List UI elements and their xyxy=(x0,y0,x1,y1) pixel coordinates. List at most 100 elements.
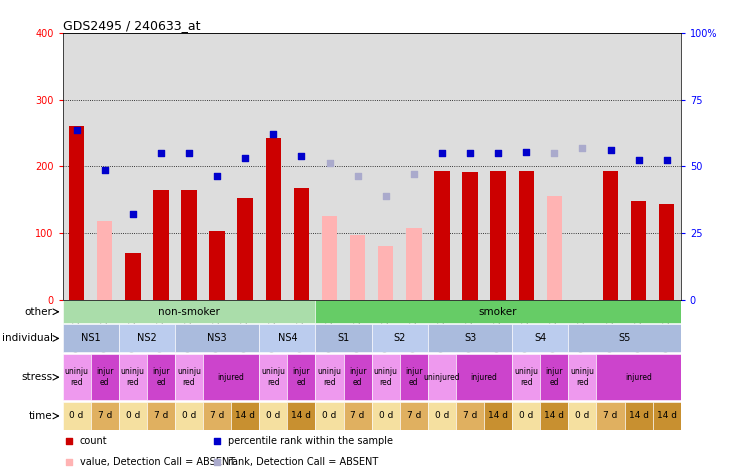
Bar xyxy=(434,171,450,300)
Bar xyxy=(118,325,175,352)
Point xyxy=(99,166,110,173)
Text: NS3: NS3 xyxy=(208,333,227,344)
Bar xyxy=(428,325,512,352)
Text: NS1: NS1 xyxy=(81,333,101,344)
Bar xyxy=(603,171,618,300)
Bar xyxy=(568,325,681,352)
Bar xyxy=(659,204,674,300)
Bar xyxy=(175,325,259,352)
Bar xyxy=(153,190,169,300)
Bar xyxy=(372,354,400,401)
Bar xyxy=(316,354,344,401)
Text: uninju
red: uninju red xyxy=(317,367,342,387)
Text: value, Detection Call = ABSENT: value, Detection Call = ABSENT xyxy=(80,457,235,467)
Bar xyxy=(69,127,85,300)
Text: 0 d: 0 d xyxy=(576,411,590,420)
Text: 7 d: 7 d xyxy=(463,411,477,420)
Point xyxy=(324,159,336,167)
Point xyxy=(548,149,560,157)
Text: injur
ed: injur ed xyxy=(405,367,422,387)
Bar xyxy=(350,235,365,300)
Point xyxy=(352,173,364,180)
Point xyxy=(211,458,223,466)
Bar xyxy=(378,246,394,300)
Point xyxy=(605,146,617,154)
Text: 7 d: 7 d xyxy=(407,411,421,420)
Bar xyxy=(428,354,456,401)
Bar xyxy=(372,402,400,430)
Point xyxy=(633,156,645,164)
Text: uninju
red: uninju red xyxy=(177,367,201,387)
Bar xyxy=(372,325,428,352)
Bar xyxy=(344,402,372,430)
Point xyxy=(211,173,223,180)
Text: uninju
red: uninju red xyxy=(570,367,595,387)
Point xyxy=(296,153,308,160)
Text: 14 d: 14 d xyxy=(488,411,508,420)
Point xyxy=(408,171,420,178)
Bar xyxy=(490,171,506,300)
Bar xyxy=(209,231,225,300)
Text: S1: S1 xyxy=(337,333,350,344)
Bar xyxy=(203,354,259,401)
Text: injured: injured xyxy=(625,373,652,382)
Bar xyxy=(540,354,568,401)
Bar xyxy=(259,354,287,401)
Point xyxy=(183,149,195,157)
Text: 0 d: 0 d xyxy=(69,411,84,420)
Bar xyxy=(259,325,316,352)
Point xyxy=(71,126,82,134)
Point xyxy=(492,149,504,157)
Text: count: count xyxy=(80,437,107,447)
Bar xyxy=(322,216,337,300)
Bar xyxy=(484,402,512,430)
Bar xyxy=(456,402,484,430)
Point xyxy=(520,148,532,155)
Text: 14 d: 14 d xyxy=(291,411,311,420)
Bar xyxy=(175,402,203,430)
Bar xyxy=(653,402,681,430)
Bar xyxy=(540,402,568,430)
Bar xyxy=(259,402,287,430)
Bar xyxy=(266,138,281,300)
Bar xyxy=(97,221,113,300)
Text: injur
ed: injur ed xyxy=(96,367,113,387)
Bar xyxy=(512,354,540,401)
Text: 14 d: 14 d xyxy=(657,411,676,420)
Point xyxy=(380,192,392,200)
Text: NS4: NS4 xyxy=(277,333,297,344)
Text: S5: S5 xyxy=(618,333,631,344)
Text: smoker: smoker xyxy=(479,307,517,317)
Text: 14 d: 14 d xyxy=(629,411,648,420)
Bar xyxy=(294,188,309,300)
Text: 0 d: 0 d xyxy=(182,411,197,420)
Bar xyxy=(406,228,422,300)
Bar xyxy=(568,402,596,430)
Text: injured: injured xyxy=(218,373,244,382)
Point xyxy=(661,156,673,164)
Bar xyxy=(625,402,653,430)
Text: uninju
red: uninju red xyxy=(514,367,538,387)
Bar xyxy=(231,402,259,430)
Text: stress: stress xyxy=(21,372,53,382)
Point xyxy=(464,149,476,157)
Bar xyxy=(462,172,478,300)
Bar xyxy=(287,402,316,430)
Text: 7 d: 7 d xyxy=(98,411,112,420)
Point xyxy=(239,154,251,162)
Bar xyxy=(63,402,91,430)
Bar xyxy=(316,402,344,430)
Bar xyxy=(512,325,568,352)
Bar xyxy=(125,253,141,300)
Bar xyxy=(63,325,118,352)
Text: injur
ed: injur ed xyxy=(545,367,563,387)
Text: S2: S2 xyxy=(394,333,406,344)
Text: S3: S3 xyxy=(464,333,476,344)
Text: time: time xyxy=(29,411,53,421)
Point xyxy=(436,149,447,157)
Text: uninju
red: uninju red xyxy=(261,367,286,387)
Text: 0 d: 0 d xyxy=(126,411,140,420)
Point xyxy=(63,458,74,466)
Text: S4: S4 xyxy=(534,333,546,344)
Bar xyxy=(316,300,681,323)
